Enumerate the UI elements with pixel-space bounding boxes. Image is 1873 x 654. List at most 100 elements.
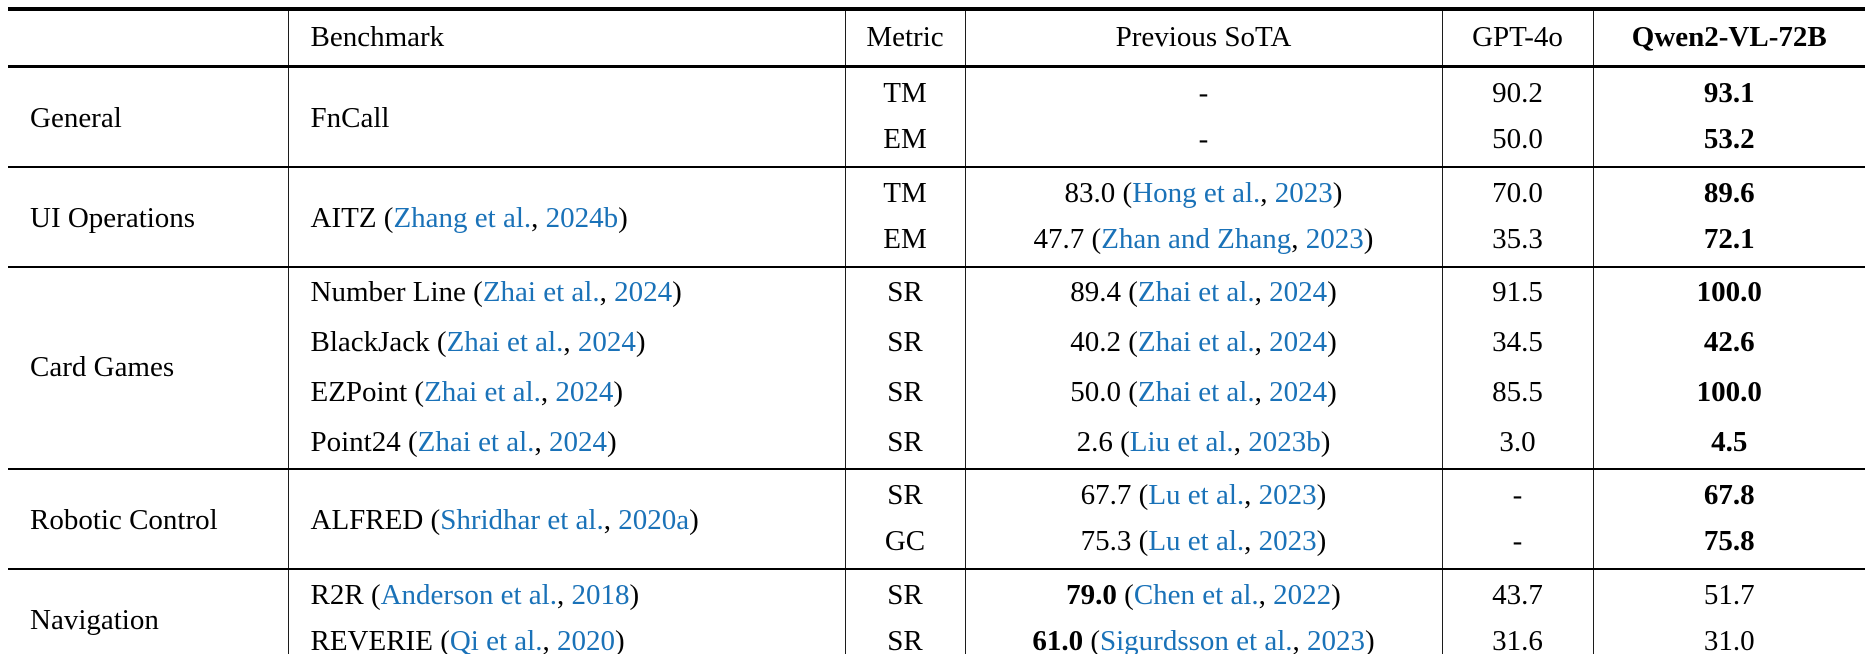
citation-link[interactable]: Chen et al.	[1133, 579, 1259, 612]
citation-link[interactable]: Zhan and Zhang	[1101, 223, 1292, 256]
comma: ,	[1244, 525, 1259, 558]
prev-sota-value: -	[1198, 77, 1209, 110]
citation-link[interactable]: Zhai et al.	[417, 426, 535, 459]
citation-year-link[interactable]: 2023	[1305, 223, 1364, 256]
section-navigation: Navigation R2R (Anderson et al., 2018) S…	[8, 569, 1865, 654]
citation-link[interactable]: Zhai et al.	[1137, 376, 1255, 409]
comma: ,	[599, 276, 615, 309]
benchmark-name: AITZ	[310, 201, 384, 234]
citation-year-link[interactable]: 2024	[614, 276, 673, 309]
paren-close: )	[1327, 326, 1337, 359]
citation-year-link[interactable]: 2022	[1273, 579, 1332, 612]
comma: ,	[603, 503, 619, 536]
citation-year-link[interactable]: 2024	[1269, 326, 1328, 359]
prev-sota-cell: -	[964, 66, 1442, 117]
citation-link[interactable]: Zhai et al.	[482, 276, 600, 309]
paren-open: (	[1091, 223, 1102, 256]
citation-year-link[interactable]: 2023	[1274, 177, 1333, 210]
prev-sota-cell: 61.0 (Sigurdsson et al., 2023)	[964, 619, 1442, 654]
prev-sota-value: 67.7	[1080, 479, 1139, 512]
prev-sota-value: 40.2	[1070, 326, 1129, 359]
gpt4o-cell: 50.0	[1441, 117, 1593, 167]
qwen-cell: 42.6	[1592, 318, 1865, 368]
citation-link[interactable]: Lu et al.	[1148, 525, 1245, 558]
category-cell: Card Games	[30, 351, 175, 384]
qwen-cell: 67.8	[1592, 469, 1865, 519]
citation-link[interactable]: Zhai et al.	[1137, 326, 1255, 359]
citation-link[interactable]: Zhai et al.	[1137, 276, 1255, 309]
metric-cell: SR	[844, 569, 965, 619]
benchmark-name: REVERIE	[310, 625, 441, 654]
gpt4o-cell: 35.3	[1441, 217, 1593, 267]
citation-link[interactable]: Anderson et al.	[380, 579, 557, 612]
paren-open: (	[414, 376, 425, 409]
citation-year-link[interactable]: 2024b	[545, 201, 619, 234]
qwen-cell: 89.6	[1592, 167, 1865, 217]
table-row: EZPoint (Zhai et al., 2024) SR 50.0 (Zha…	[8, 368, 1865, 418]
prev-sota-cell: 40.2 (Zhai et al., 2024)	[964, 318, 1442, 368]
prev-sota-value: 89.4	[1070, 276, 1129, 309]
citation-link[interactable]: Zhai et al.	[446, 326, 564, 359]
citation-link[interactable]: Zhang et al.	[393, 201, 532, 234]
comma: ,	[1260, 177, 1275, 210]
metric-cell: SR	[844, 619, 965, 654]
citation-link[interactable]: Zhai et al.	[424, 376, 541, 409]
qwen-cell: 31.0	[1592, 619, 1865, 654]
table-row: Point24 (Zhai et al., 2024) SR 2.6 (Liu …	[8, 418, 1865, 469]
benchmark-name: Point24	[310, 426, 408, 459]
gpt4o-cell: 90.2	[1441, 66, 1593, 117]
prev-sota-cell: 79.0 (Chen et al., 2022)	[964, 569, 1442, 619]
gpt4o-cell: 43.7	[1441, 569, 1593, 619]
paren-open: (	[440, 625, 450, 654]
citation-year-link[interactable]: 2024	[1269, 376, 1328, 409]
benchmark-name: R2R	[310, 579, 371, 612]
paren-close: )	[1332, 177, 1343, 210]
citation-year-link[interactable]: 2020	[556, 625, 615, 654]
citation-year-link[interactable]: 2024	[555, 376, 614, 409]
prev-sota-cell: 2.6 (Liu et al., 2023b)	[964, 418, 1442, 469]
metric-cell: SR	[844, 469, 965, 519]
citation-year-link[interactable]: 2024	[548, 426, 607, 459]
section-ui-operations: UI Operations AITZ (Zhang et al., 2024b)…	[8, 167, 1865, 267]
paren-close: )	[1327, 376, 1337, 409]
comma: ,	[563, 326, 578, 359]
citation-link[interactable]: Qi et al.	[449, 625, 543, 654]
citation-year-link[interactable]: 2024	[1269, 276, 1328, 309]
benchmark-name: Number Line	[310, 276, 474, 309]
comma: ,	[542, 625, 557, 654]
citation-link[interactable]: Shridhar et al.	[440, 503, 604, 536]
citation-year-link[interactable]: 2023	[1258, 525, 1317, 558]
prev-sota-value: 75.3	[1080, 525, 1139, 558]
citation-year-link[interactable]: 2018	[571, 579, 630, 612]
citation-link[interactable]: Sigurdsson et al.	[1099, 625, 1293, 654]
citation-year-link[interactable]: 2023	[1258, 479, 1317, 512]
paren-open: (	[1120, 426, 1130, 459]
comma: ,	[1291, 223, 1306, 256]
citation-year-link[interactable]: 2020a	[618, 503, 690, 536]
paren-close: )	[1331, 579, 1341, 612]
table-row: EM 47.7 (Zhan and Zhang, 2023) 35.3 72.1	[8, 217, 1865, 267]
paren-open: (	[408, 426, 418, 459]
section-card-games: Card Games Number Line (Zhai et al., 202…	[8, 267, 1865, 469]
qwen-cell: 51.7	[1592, 569, 1865, 619]
benchmark-name: ALFRED	[310, 503, 431, 536]
citation-link[interactable]: Lu et al.	[1148, 479, 1245, 512]
citation-link[interactable]: Liu et al.	[1129, 426, 1234, 459]
table-row: General FnCall TM - 90.2 93.1	[8, 66, 1865, 167]
benchmark-cell: Point24 (Zhai et al., 2024)	[287, 418, 845, 469]
qwen-cell: 4.5	[1592, 418, 1865, 469]
citation-year-link[interactable]: 2024	[577, 326, 636, 359]
metric-cell: SR	[844, 267, 965, 318]
paren-open: (	[1128, 376, 1138, 409]
gpt4o-cell: 31.6	[1441, 619, 1593, 654]
comma: ,	[531, 201, 546, 234]
prev-sota-value: -	[1198, 123, 1209, 156]
citation-link[interactable]: Hong et al.	[1132, 177, 1261, 210]
citation-year-link[interactable]: 2023	[1307, 625, 1366, 654]
comma: ,	[1258, 579, 1274, 612]
gpt4o-cell: 3.0	[1441, 418, 1593, 469]
column-header-benchmark: Benchmark	[287, 9, 845, 67]
column-header-previous-sota: Previous SoTA	[964, 9, 1442, 67]
citation-year-link[interactable]: 2023b	[1248, 426, 1321, 459]
